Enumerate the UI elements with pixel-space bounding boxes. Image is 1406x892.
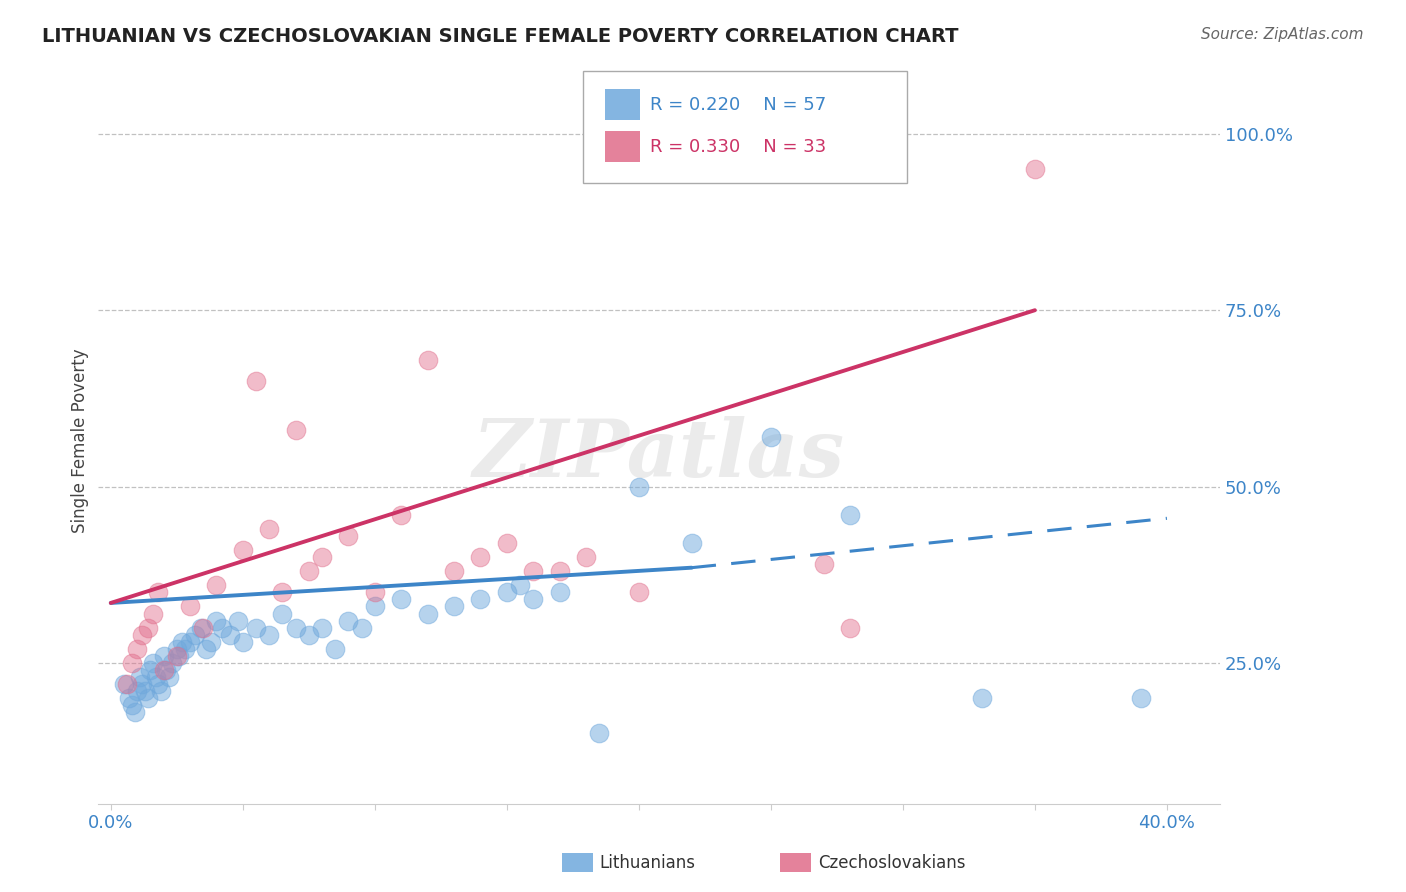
Point bbox=[839, 621, 862, 635]
Point bbox=[1024, 162, 1046, 177]
Point bbox=[443, 599, 465, 614]
Point bbox=[495, 536, 517, 550]
Point bbox=[575, 550, 598, 565]
Point bbox=[194, 641, 217, 656]
Point bbox=[232, 634, 254, 648]
Point bbox=[142, 656, 165, 670]
Point bbox=[205, 578, 228, 592]
Point bbox=[759, 430, 782, 444]
Point bbox=[298, 628, 321, 642]
Point bbox=[124, 706, 146, 720]
Text: ZIPatlas: ZIPatlas bbox=[472, 417, 845, 494]
Point bbox=[184, 628, 207, 642]
Point bbox=[205, 614, 228, 628]
Point bbox=[145, 670, 167, 684]
Point bbox=[245, 621, 267, 635]
Point bbox=[298, 564, 321, 578]
Y-axis label: Single Female Poverty: Single Female Poverty bbox=[72, 349, 89, 533]
Point bbox=[148, 585, 170, 599]
Point bbox=[548, 585, 571, 599]
Point bbox=[588, 726, 610, 740]
Point bbox=[157, 670, 180, 684]
Point bbox=[271, 585, 294, 599]
Point bbox=[155, 663, 177, 677]
Point bbox=[149, 684, 172, 698]
Point bbox=[190, 621, 212, 635]
Point bbox=[495, 585, 517, 599]
Text: Lithuanians: Lithuanians bbox=[599, 854, 695, 871]
Point bbox=[131, 677, 153, 691]
Point bbox=[152, 648, 174, 663]
Point bbox=[627, 585, 650, 599]
Point bbox=[128, 670, 150, 684]
Point bbox=[284, 621, 307, 635]
Point bbox=[416, 352, 439, 367]
Point bbox=[169, 648, 191, 663]
Point bbox=[211, 621, 233, 635]
Point bbox=[232, 543, 254, 558]
Point bbox=[271, 607, 294, 621]
Point bbox=[337, 529, 360, 543]
Point bbox=[337, 614, 360, 628]
Point bbox=[284, 423, 307, 437]
Point bbox=[131, 628, 153, 642]
Point bbox=[200, 634, 222, 648]
Point bbox=[470, 550, 492, 565]
Text: LITHUANIAN VS CZECHOSLOVAKIAN SINGLE FEMALE POVERTY CORRELATION CHART: LITHUANIAN VS CZECHOSLOVAKIAN SINGLE FEM… bbox=[42, 27, 959, 45]
Point bbox=[350, 621, 373, 635]
Point bbox=[443, 564, 465, 578]
Point bbox=[522, 592, 544, 607]
Point bbox=[311, 550, 333, 565]
Point bbox=[470, 592, 492, 607]
Point bbox=[173, 641, 195, 656]
Point bbox=[160, 656, 183, 670]
Point bbox=[142, 607, 165, 621]
Point bbox=[389, 592, 412, 607]
Point bbox=[839, 508, 862, 522]
Point bbox=[245, 374, 267, 388]
Text: R = 0.220    N = 57: R = 0.220 N = 57 bbox=[650, 96, 825, 114]
Point bbox=[127, 641, 149, 656]
Point bbox=[118, 691, 141, 706]
Point bbox=[218, 628, 240, 642]
Point bbox=[323, 641, 346, 656]
Point bbox=[509, 578, 531, 592]
Point bbox=[179, 599, 201, 614]
Point bbox=[416, 607, 439, 621]
Text: Source: ZipAtlas.com: Source: ZipAtlas.com bbox=[1201, 27, 1364, 42]
Point bbox=[364, 585, 387, 599]
Point bbox=[1129, 691, 1152, 706]
Point bbox=[166, 641, 188, 656]
Point bbox=[170, 634, 193, 648]
Point bbox=[139, 663, 162, 677]
Point bbox=[813, 557, 835, 571]
Point bbox=[522, 564, 544, 578]
Point bbox=[121, 698, 143, 713]
Point bbox=[115, 677, 138, 691]
Point bbox=[364, 599, 387, 614]
Point bbox=[627, 479, 650, 493]
Point bbox=[226, 614, 249, 628]
Point bbox=[121, 656, 143, 670]
Point bbox=[136, 691, 159, 706]
Point bbox=[257, 522, 280, 536]
Point bbox=[166, 648, 188, 663]
Point bbox=[134, 684, 156, 698]
Point bbox=[970, 691, 993, 706]
Point bbox=[681, 536, 703, 550]
Point bbox=[136, 621, 159, 635]
Point bbox=[548, 564, 571, 578]
Point bbox=[127, 684, 149, 698]
Point bbox=[112, 677, 135, 691]
Point bbox=[257, 628, 280, 642]
Point bbox=[179, 634, 201, 648]
Point bbox=[152, 663, 174, 677]
Point bbox=[389, 508, 412, 522]
Point bbox=[311, 621, 333, 635]
Point bbox=[193, 621, 215, 635]
Text: R = 0.330    N = 33: R = 0.330 N = 33 bbox=[650, 138, 825, 156]
Point bbox=[148, 677, 170, 691]
Text: Czechoslovakians: Czechoslovakians bbox=[818, 854, 966, 871]
